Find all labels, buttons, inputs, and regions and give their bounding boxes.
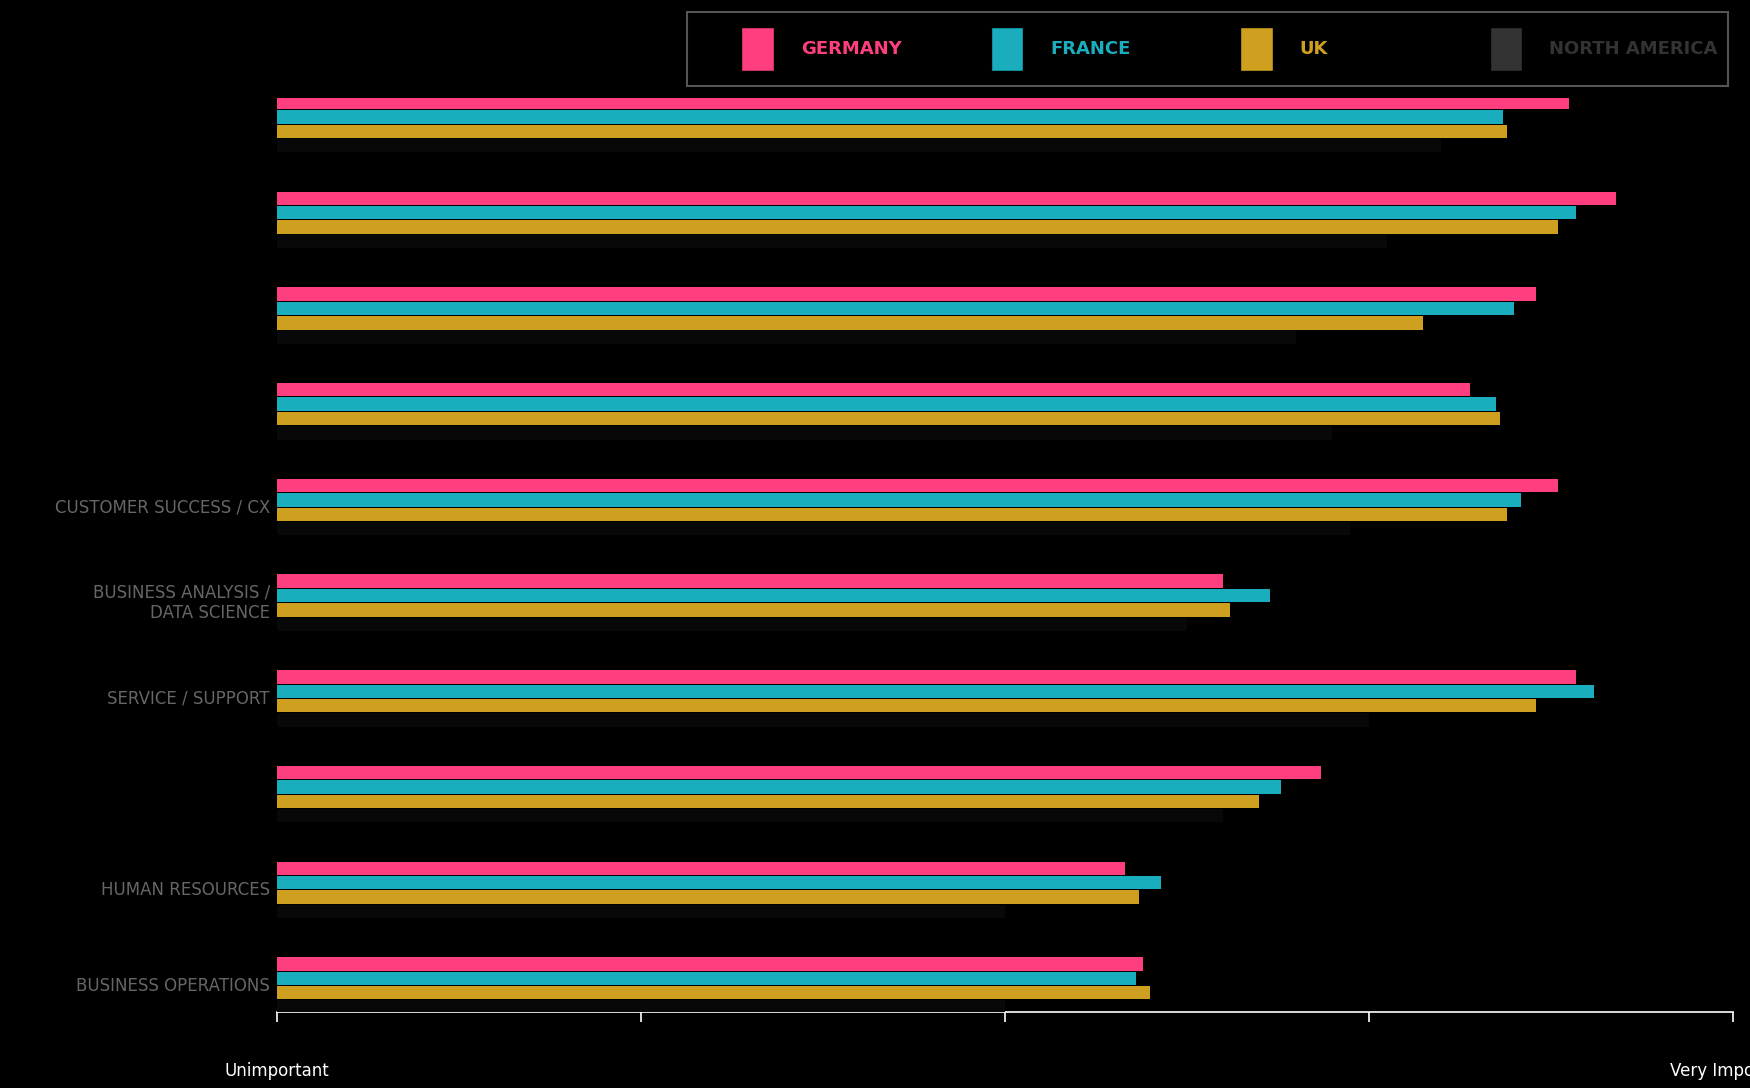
Bar [276,957,1143,970]
Bar [276,493,1521,507]
Bar [276,479,1558,492]
Text: GERMANY: GERMANY [802,40,901,58]
Bar [276,317,1423,330]
Bar [276,287,1536,300]
Bar [276,426,1332,440]
Bar [276,221,1558,234]
Bar [276,809,1223,823]
Bar [276,890,1139,904]
Bar [276,986,1150,1000]
FancyBboxPatch shape [686,12,1729,86]
Bar [276,412,1500,425]
FancyBboxPatch shape [990,27,1024,71]
Bar [276,670,1577,683]
Bar [276,766,1321,779]
Text: SERVICE / SUPPORT: SERVICE / SUPPORT [107,690,270,707]
Text: CUSTOMER SUCCESS / CX: CUSTOMER SUCCESS / CX [54,498,270,516]
Text: SALES: SALES [212,403,270,420]
Bar [276,235,1386,248]
FancyBboxPatch shape [1241,27,1272,71]
Bar [276,397,1496,411]
Bar [276,507,1507,521]
Bar [276,904,1004,918]
Bar [276,574,1223,588]
Bar [276,522,1351,535]
Text: BUSINESS ANALYSIS /
DATA SCIENCE: BUSINESS ANALYSIS / DATA SCIENCE [93,583,270,622]
Bar [276,110,1503,124]
Bar [276,191,1615,206]
Bar [276,383,1470,396]
Text: NORTH AMERICA: NORTH AMERICA [1549,40,1718,58]
Text: BUSINESS OPERATIONS: BUSINESS OPERATIONS [75,977,270,994]
Bar [276,589,1270,603]
Bar [276,972,1136,985]
Bar [276,618,1186,631]
Bar [276,794,1260,808]
Bar [276,876,1160,889]
FancyBboxPatch shape [1489,27,1522,71]
Text: DESIGN / UX: DESIGN / UX [156,211,270,228]
Bar [276,603,1230,617]
Bar [276,684,1594,697]
Text: Very Important: Very Important [1670,1062,1750,1080]
Text: Unimportant: Unimportant [224,1062,329,1080]
Bar [276,1000,1004,1014]
Text: FRANCE: FRANCE [1050,40,1130,58]
FancyBboxPatch shape [740,27,774,71]
Bar [276,125,1507,138]
Bar [276,301,1514,316]
Text: FINANCE: FINANCE [189,786,270,803]
Text: Performance by Region: Performance by Region [21,40,460,73]
Bar [276,331,1295,344]
Bar [276,698,1536,713]
Text: MARKETING: MARKETING [159,307,270,324]
Bar [276,139,1442,152]
Text: UK: UK [1300,40,1328,58]
Bar [276,714,1368,727]
Bar [276,780,1281,793]
Bar [276,206,1577,220]
Bar [276,862,1125,875]
Text: ENGINEERING: ENGINEERING [142,115,270,133]
Bar [276,96,1568,110]
Text: HUMAN RESOURCES: HUMAN RESOURCES [102,881,270,899]
